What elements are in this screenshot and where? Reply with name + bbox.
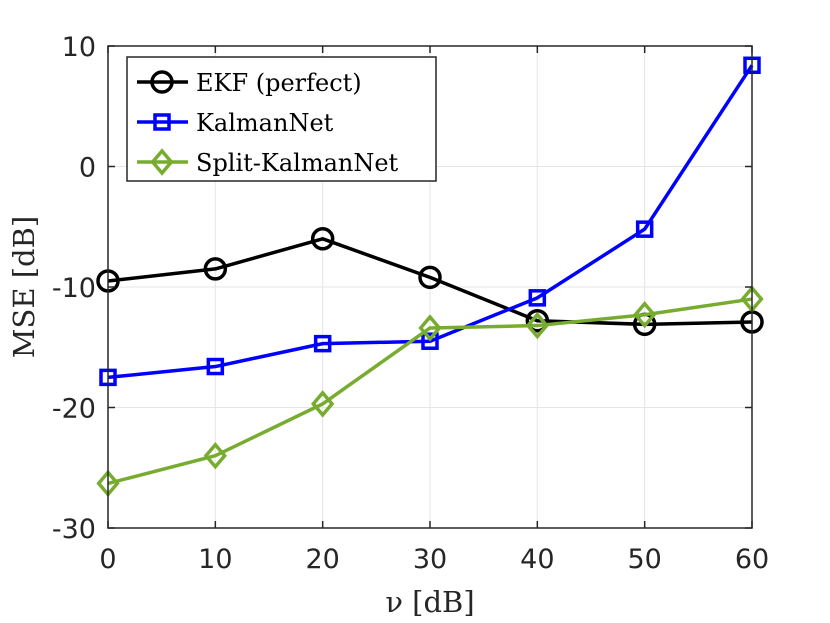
data-point (313, 334, 332, 353)
legend-label: EKF (perfect) (196, 69, 362, 97)
plot-frame (107, 45, 753, 529)
y-tick-label: -10 (52, 273, 96, 304)
data-point (635, 220, 654, 238)
tick-labels: 0 10 20 30 40 50 60 10 0 -10 -20 -30 (52, 32, 769, 575)
y-axis-label: MSE [dB] (7, 216, 41, 358)
data-point (418, 314, 442, 342)
data-point (206, 357, 225, 376)
data-point (310, 227, 335, 251)
data-point (203, 257, 228, 281)
data-point (528, 289, 547, 307)
y-tick-label: 0 (79, 153, 96, 184)
data-point (633, 301, 657, 329)
legend-marker (153, 113, 171, 131)
x-tick-label: 0 (99, 544, 116, 575)
y-tick-label: -30 (52, 514, 96, 545)
legend-marker (150, 70, 174, 94)
legend-label: Split-KalmanNet (196, 149, 399, 177)
y-tick-label: -20 (52, 394, 96, 425)
data-point (525, 308, 550, 333)
legend-marker (150, 148, 174, 176)
legend-label: KalmanNet (196, 109, 334, 137)
data-point (421, 332, 439, 350)
x-tick-label: 60 (735, 544, 769, 575)
data-point (418, 265, 442, 290)
legend: EKF (perfect) KalmanNet Split-KalmanNet (126, 56, 437, 182)
x-tick-label: 10 (198, 544, 232, 575)
data-point (311, 390, 335, 418)
x-tick-label: 20 (305, 544, 339, 575)
series-split-kalmannet (96, 285, 764, 498)
x-tick-label: 40 (520, 544, 554, 575)
x-axis-label: ν [dB] (385, 585, 474, 619)
data-point (525, 311, 549, 340)
x-tick-label: 30 (413, 544, 447, 575)
data-point (203, 441, 227, 470)
series-line (107, 297, 753, 486)
x-tick-label: 50 (627, 544, 661, 575)
y-tick-label: 10 (62, 32, 96, 63)
axes (107, 45, 753, 529)
